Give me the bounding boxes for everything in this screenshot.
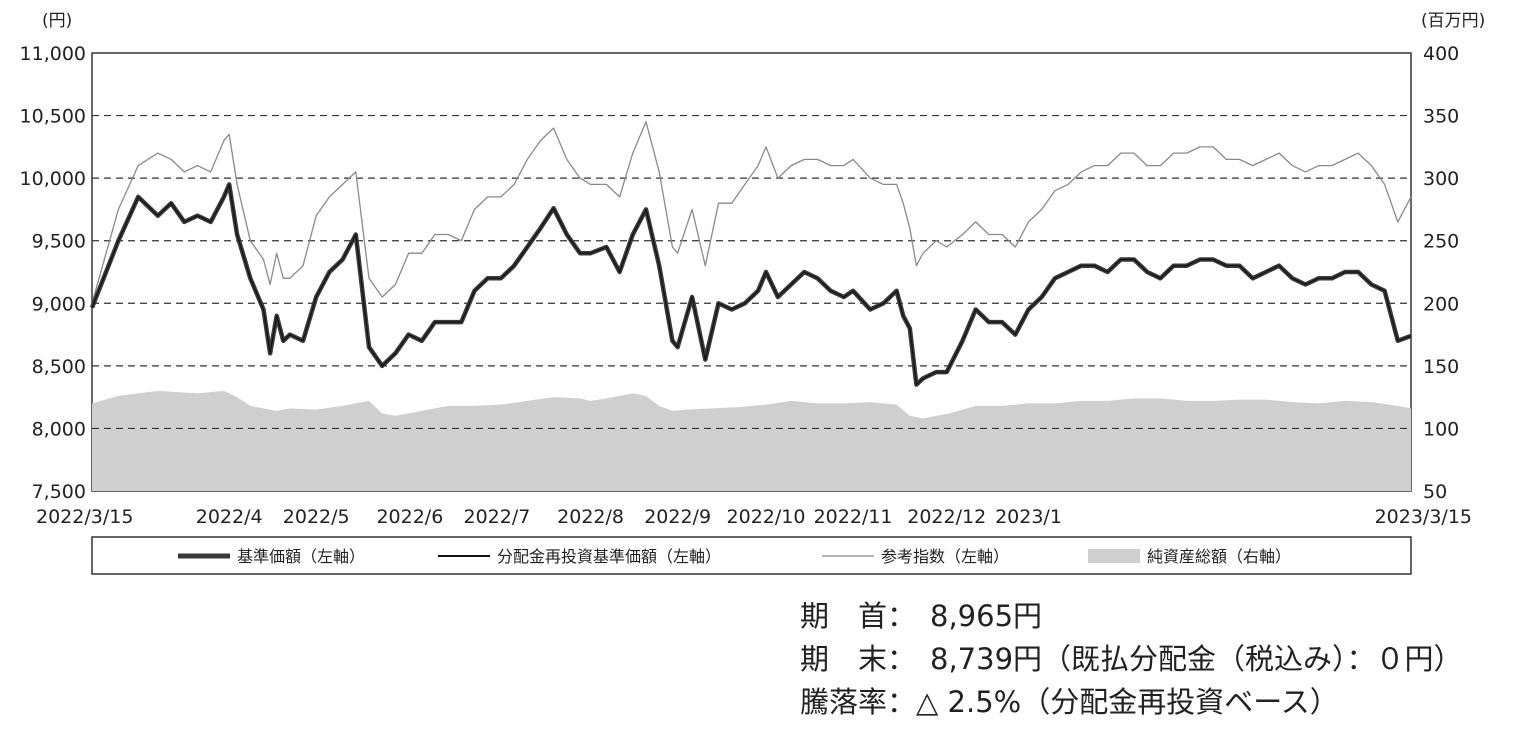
- x-tick-label: 2022/12: [907, 506, 986, 528]
- start-label: 期 首：: [800, 599, 917, 633]
- left-tick-label: 11,000: [20, 43, 86, 65]
- x-tick-label: 2023/1: [995, 506, 1062, 528]
- x-tick-label: 2022/11: [814, 506, 893, 528]
- series-line-nav: [89, 182, 1412, 387]
- grid-layer: [92, 114, 1411, 430]
- right-axis-unit: (百万円): [1421, 11, 1485, 31]
- series-line-reinvest: [91, 183, 1412, 386]
- legend-label-assets: 純資産総額（右軸）: [1147, 547, 1291, 566]
- legend-label-reinvest: 分配金再投資基準価額（左軸）: [497, 547, 721, 566]
- end-value: 8,739円（既払分配金（税込み）：０円）: [930, 642, 1463, 676]
- summary-change-row: 騰落率： △ 2.5%（分配金再投資ベース）: [800, 681, 1463, 724]
- legend: 基準価額（左軸） 分配金再投資基準価額（左軸） 参考指数（左軸） 純資産総額（右…: [91, 536, 1412, 575]
- left-tick-label: 9,000: [32, 293, 86, 315]
- right-tick-label: 350: [1423, 106, 1459, 128]
- x-tick-label: 2022/5: [283, 506, 350, 528]
- x-tick-label: 2022/8: [557, 506, 624, 528]
- legend-frame: [91, 536, 1412, 575]
- left-tick-label: 10,500: [20, 106, 86, 128]
- x-tick-label: 2022/10: [727, 506, 806, 528]
- right-tick-label: 50: [1423, 481, 1447, 503]
- change-value: △ 2.5%（分配金再投資ベース）: [916, 685, 1339, 719]
- performance-summary: 期 首： 8,965円 期 末： 8,739円（既払分配金（税込み）：０円） 騰…: [800, 595, 1463, 724]
- end-label: 期 末：: [800, 642, 917, 676]
- x-tick-label: 2022/7: [464, 506, 531, 528]
- asset-area: [92, 390, 1411, 491]
- left-axis-unit: (円): [42, 11, 72, 31]
- x-tick-label: 2022/3/15: [36, 506, 133, 528]
- chart-svg: 11,000 10,500 10,000 9,500 9,000 8,500 8,000 7,…: [20, 11, 1485, 575]
- legend-label-nav: 基準価額（左軸）: [237, 547, 365, 566]
- x-tick-label: 2022/4: [196, 506, 263, 528]
- change-label: 騰落率：: [800, 685, 917, 719]
- right-tick-label: 400: [1423, 43, 1459, 65]
- left-tick-label: 9,500: [32, 231, 86, 253]
- x-axis: 2022/3/15 2022/4 2022/5 2022/6 2022/7 2022/8 2…: [36, 506, 1472, 528]
- right-tick-label: 300: [1423, 168, 1459, 190]
- left-tick-label: 10,000: [20, 168, 86, 190]
- right-axis: 400 350 300 250 200 150 100 50: [1423, 43, 1459, 503]
- legend-swatch-assets: [1088, 549, 1140, 563]
- summary-end-row: 期 末： 8,739円（既払分配金（税込み）：０円）: [800, 638, 1463, 681]
- series-line-index: [91, 121, 1412, 304]
- x-tick-label: 2023/3/15: [1375, 506, 1472, 528]
- start-value: 8,965円: [930, 599, 1043, 633]
- right-tick-label: 200: [1423, 293, 1459, 315]
- legend-label-index: 参考指数（左軸）: [881, 547, 1009, 566]
- summary-start-row: 期 首： 8,965円: [800, 595, 1463, 638]
- left-tick-label: 8,000: [32, 418, 86, 440]
- x-tick-label: 2022/6: [376, 506, 443, 528]
- asset-area-layer: [92, 390, 1411, 491]
- x-tick-label: 2022/9: [644, 506, 711, 528]
- right-tick-label: 150: [1423, 356, 1459, 378]
- right-tick-label: 100: [1423, 418, 1459, 440]
- right-tick-label: 250: [1423, 231, 1459, 253]
- left-axis: 11,000 10,500 10,000 9,500 9,000 8,500 8,000 7,…: [20, 43, 86, 503]
- left-tick-label: 8,500: [32, 356, 86, 378]
- left-tick-label: 7,500: [32, 481, 86, 503]
- lines-layer: [89, 121, 1412, 387]
